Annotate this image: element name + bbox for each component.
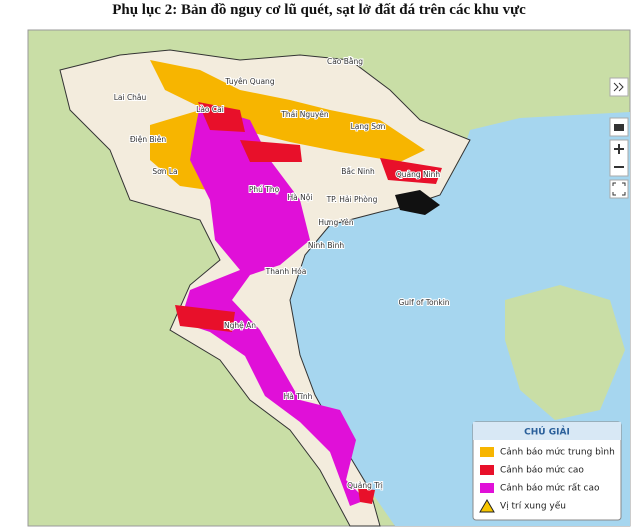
legend-label: Vị trí xung yếu xyxy=(500,501,566,512)
place-label: Thanh Hóa xyxy=(265,267,307,276)
collapse-button[interactable] xyxy=(609,77,629,97)
legend-label: Cảnh báo mức cao xyxy=(500,465,584,476)
zoom-icons xyxy=(614,144,624,168)
place-label: Phú Thọ xyxy=(249,185,280,194)
place-label: TP. Hải Phòng xyxy=(326,195,378,204)
place-label: Hà Nội xyxy=(288,193,313,202)
print-icon xyxy=(614,124,624,131)
place-label: Gulf of Tonkin xyxy=(398,298,449,307)
place-label: Hưng Yên xyxy=(318,218,353,227)
place-label: Quảng Ninh xyxy=(396,170,441,179)
place-label: Thái Nguyên xyxy=(280,110,329,119)
place-label: Lai Châu xyxy=(114,93,147,102)
legend-title: CHÚ GIẢI xyxy=(524,426,570,438)
place-label: Quảng Trị xyxy=(347,481,383,490)
fullscreen-icon xyxy=(612,182,626,196)
place-label: Lào Cai xyxy=(196,105,224,114)
islands-dark xyxy=(395,190,440,215)
island xyxy=(505,285,625,420)
fullscreen-button[interactable] xyxy=(609,179,629,199)
place-label: Điện Biên xyxy=(130,135,166,144)
place-label: Hà Tĩnh xyxy=(284,392,313,401)
collapse-icon xyxy=(613,82,624,92)
legend: CHÚ GIẢI Cảnh báo mức trung bình Cảnh báo… xyxy=(472,421,622,521)
warning-icon xyxy=(479,499,495,513)
place-label: Nghệ An xyxy=(224,321,256,330)
legend-swatch xyxy=(480,465,494,475)
place-label: Cao Bằng xyxy=(327,57,363,66)
place-label: Sơn La xyxy=(152,167,177,176)
legend-label: Cảnh báo mức trung bình xyxy=(500,447,615,458)
zoom-controls[interactable] xyxy=(609,77,629,199)
legend-swatch xyxy=(480,447,494,457)
zone-medium xyxy=(150,60,425,162)
legend-swatch xyxy=(480,483,494,493)
map-title: Phụ lục 2: Bản đồ nguy cơ lũ quét, sạt l… xyxy=(112,2,526,18)
legend-header xyxy=(473,422,621,440)
place-label: Tuyên Quang xyxy=(224,77,274,86)
place-label: Ninh Bình xyxy=(308,241,345,250)
legend-label: Cảnh báo mức rất cao xyxy=(500,483,600,494)
place-label: Bắc Ninh xyxy=(341,167,375,176)
zone-very-high xyxy=(180,105,366,506)
place-label: Lạng Sơn xyxy=(351,122,386,131)
